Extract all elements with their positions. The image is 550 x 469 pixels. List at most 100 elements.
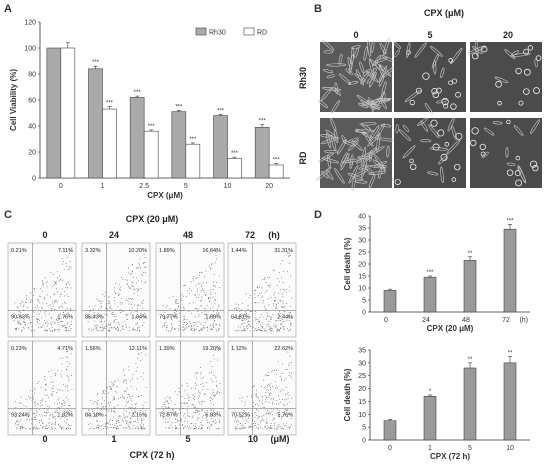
flow-event-dot [22,309,24,311]
flow-event-dot [37,404,39,406]
flow-event-dot [56,271,58,273]
flow-event-dot [282,296,284,298]
flow-event-dot [70,428,71,430]
flow-event-dot [38,295,40,297]
flow-event-dot [251,423,253,425]
flow-event-dot [169,412,171,414]
quadrant-ll-percent: 90.93% [11,315,30,321]
flow-event-dot [268,414,270,416]
flow-event-dot [36,382,38,384]
flow-event-dot [172,296,174,297]
flow-event-dot [33,294,35,296]
flow-event-dot [246,395,248,397]
flow-event-dot [253,406,254,408]
flow-event-dot [55,410,57,412]
flow-event-dot [96,407,98,409]
flow-event-dot [283,428,285,430]
flow-event-dot [144,415,146,417]
flow-event-dot [134,304,136,306]
flow-event-dot [114,303,116,305]
flow-event-dot [48,328,50,330]
flow-event-dot [187,323,189,325]
flow-event-dot [56,281,58,282]
cell-shape [455,91,461,98]
significance-label: *** [175,104,183,110]
flow-event-dot [176,427,177,429]
flow-event-dot [287,398,289,400]
flow-event-dot [273,397,274,399]
flow-bottom-unit: (μM) [271,434,290,444]
cell-shape [409,163,417,171]
y-tick-label: 120 [24,20,36,27]
flow-event-dot [210,360,212,362]
flow-event-dot [259,321,261,323]
flow-event-dot [270,425,272,427]
flow-event-dot [111,308,113,310]
flow-event-dot [283,404,284,405]
flow-event-dot [197,419,199,421]
flow-event-dot [122,278,124,280]
flow-event-dot [234,427,236,429]
flow-event-dot [178,320,180,322]
flow-event-dot [170,400,172,402]
flow-event-dot [243,427,245,429]
bar [46,47,62,179]
cell-shape [376,132,381,153]
flow-event-dot [131,406,133,408]
flow-event-dot [276,328,278,330]
flow-event-dot [95,324,97,326]
flow-event-dot [239,315,241,317]
flow-event-dot [259,328,261,330]
flow-event-dot [198,400,200,402]
flow-event-dot [174,328,176,330]
flow-event-dot [52,416,54,418]
cell-shape [378,64,392,77]
flow-event-dot [65,286,67,288]
quadrant-lr-percent: 1.82% [57,413,73,419]
flow-event-dot [136,288,138,290]
flow-event-dot [70,287,72,289]
flow-event-dot [66,374,68,376]
flow-event-dot [53,415,55,417]
flow-event-dot [46,424,47,426]
flow-event-dot [279,410,281,412]
flow-event-dot [25,301,27,303]
flow-event-dot [261,395,263,397]
flow-event-dot [254,423,256,424]
flow-event-dot [255,328,257,329]
flow-event-dot [270,413,271,415]
flow-event-dot [213,327,215,329]
cell-shape [354,129,375,133]
flow-event-dot [68,312,69,314]
flow-event-dot [91,318,93,319]
cell-shape [470,139,477,147]
flow-event-dot [218,349,220,351]
flow-event-dot [89,423,91,425]
flow-event-dot [135,403,137,405]
flow-event-dot [247,421,249,423]
cell-shape [422,72,430,80]
flow-event-dot [161,405,163,407]
flow-event-dot [241,309,243,311]
flow-event-dot [34,426,36,428]
flow-event-dot [117,404,119,406]
flow-event-dot [273,270,275,272]
flow-event-dot [138,289,139,291]
flow-event-dot [253,326,255,328]
cell-shape [450,103,457,110]
flow-event-dot [289,329,291,330]
flow-event-dot [87,317,89,319]
flow-event-dot [90,427,92,429]
quadrant-ur-percent: 10.20% [128,248,147,254]
flow-event-dot [273,422,275,424]
flow-event-dot [120,297,122,299]
flow-event-dot [132,378,133,380]
flow-event-dot [138,354,140,356]
flow-event-dot [197,417,198,419]
flow-event-dot [238,421,240,423]
cell-shape [504,49,516,59]
y-axis-title: Cell death (%) [343,237,352,290]
cell-shape [527,45,534,51]
flow-event-dot [114,322,116,324]
flow-event-dot [109,420,111,422]
